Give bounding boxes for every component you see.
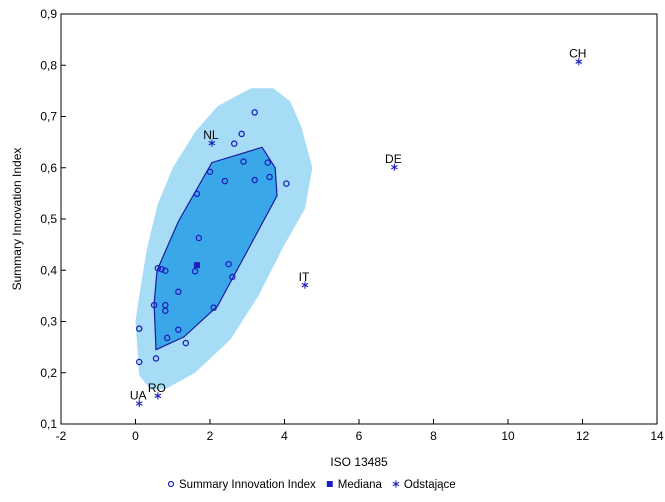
data-point xyxy=(266,173,273,181)
outlier-label: DE xyxy=(385,152,402,166)
data-point xyxy=(158,265,165,273)
outlier-label: NL xyxy=(203,128,219,142)
outlier-label: UA xyxy=(130,389,147,403)
data-point xyxy=(154,264,162,272)
legend-marker-asterisk xyxy=(392,480,400,488)
data-point xyxy=(191,268,199,275)
data-point xyxy=(206,168,214,176)
data-point xyxy=(230,140,238,147)
data-point xyxy=(251,109,258,116)
x-tick-label: 6 xyxy=(356,429,363,443)
y-tick-label: 0,5 xyxy=(40,212,57,226)
data-point xyxy=(225,260,232,268)
data-point xyxy=(251,176,258,184)
regions-layer xyxy=(135,88,313,390)
x-axis: -2 0 2 4 6 8 10 12 14 xyxy=(56,419,664,443)
y-tick-label: 0,3 xyxy=(40,315,57,329)
x-tick-label: 12 xyxy=(576,429,590,443)
y-axis-label: Summary Innovation Index xyxy=(10,148,24,291)
outlier-label: IT xyxy=(299,270,310,284)
outlier-point xyxy=(135,399,143,408)
y-tick-label: 0,1 xyxy=(40,417,57,431)
y-axis: 0,1 0,2 0,3 0,4 0,5 0,6 0,7 0,8 0,9 xyxy=(40,7,66,431)
data-point xyxy=(150,301,158,309)
x-tick-label: 2 xyxy=(207,429,214,443)
y-tick-label: 0,9 xyxy=(40,7,57,21)
y-tick-label: 0,7 xyxy=(40,110,57,124)
data-point xyxy=(135,358,143,366)
data-point xyxy=(135,325,143,332)
legend-marker-circle xyxy=(167,480,175,488)
data-point xyxy=(152,355,160,362)
data-point xyxy=(229,273,236,281)
legend-label: Mediana xyxy=(338,479,383,491)
data-point xyxy=(283,180,290,187)
points-layer xyxy=(135,109,290,366)
data-point xyxy=(240,158,247,165)
legend-marker-square xyxy=(326,481,333,487)
inner-region xyxy=(153,146,278,351)
data-point xyxy=(163,334,171,342)
x-tick-label: 10 xyxy=(501,429,515,443)
x-tick-label: -2 xyxy=(56,429,67,443)
data-point xyxy=(210,304,217,311)
median-point xyxy=(193,262,200,269)
outlier-point xyxy=(575,58,583,66)
outlier-point xyxy=(390,163,398,171)
data-point xyxy=(175,288,182,296)
y-tick-label: 0,4 xyxy=(40,263,57,277)
outlier-label: CH xyxy=(569,47,586,61)
x-tick-label: 0 xyxy=(132,429,139,443)
y-tick-label: 0,8 xyxy=(40,58,57,72)
outlier-point xyxy=(154,392,162,400)
data-point xyxy=(221,177,229,185)
data-point xyxy=(264,159,271,166)
legend-label: Odstające xyxy=(404,479,456,491)
data-point xyxy=(162,267,169,275)
x-tick-label: 8 xyxy=(430,429,437,443)
outlier-label: RO xyxy=(148,381,166,395)
y-tick-label: 0,6 xyxy=(40,161,57,175)
legend-label: Summary Innovation Index xyxy=(179,479,316,491)
x-axis-label: ISO 13485 xyxy=(330,455,388,469)
data-point xyxy=(175,326,182,333)
data-point xyxy=(182,339,190,347)
data-point xyxy=(162,307,169,314)
x-tick-label: 4 xyxy=(281,429,288,443)
data-point xyxy=(238,130,245,138)
legend: Summary Innovation Index Mediana Odstające xyxy=(167,479,456,491)
data-point xyxy=(193,190,201,198)
outlier-point xyxy=(208,139,216,147)
data-point xyxy=(195,234,203,242)
x-tick-label: 14 xyxy=(650,429,664,443)
outlier-point xyxy=(301,281,309,289)
y-tick-label: 0,2 xyxy=(40,366,57,380)
